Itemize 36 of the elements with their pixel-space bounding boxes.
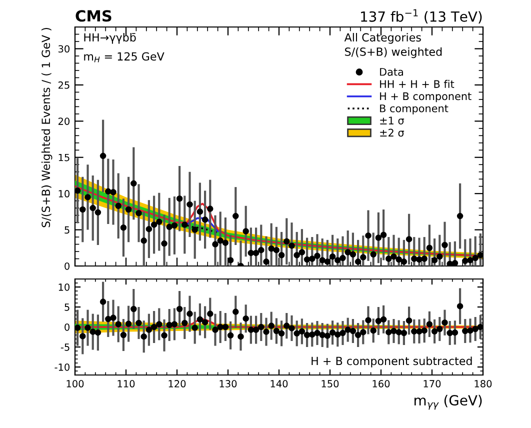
legend-label: ±2 σ <box>380 128 404 137</box>
y-tick-label: -5 <box>60 344 70 351</box>
x-axis-title: m$_{γγ}$ (GeV) <box>414 394 482 410</box>
chart-subtitle: 137 fb$^{−1}$ (13 TeV) <box>361 9 482 24</box>
x-tick-label: 130 <box>220 380 237 388</box>
legend-label: Data <box>380 68 403 76</box>
y-tick-label: 30 <box>58 45 70 53</box>
x-tick-label: 110 <box>118 380 135 388</box>
legend-label: H + B component <box>380 92 472 102</box>
legend-label: B component <box>380 104 448 114</box>
y-tick-label: 10 <box>58 283 70 291</box>
x-tick-label: 160 <box>372 380 390 388</box>
x-tick-label: 180 <box>474 380 492 388</box>
annotation: m$_{H}$ = 125 GeV <box>84 52 164 62</box>
y-tick-label: 0 <box>64 262 70 270</box>
x-tick-label: 100 <box>66 380 84 388</box>
annotation: S/(S+B) weighted <box>345 47 442 58</box>
y-tick-label: 20 <box>58 118 70 125</box>
x-tick-label: 150 <box>322 380 339 388</box>
y-tick-label: 10 <box>58 190 70 198</box>
y-tick-label: 0 <box>64 323 70 331</box>
y-tick-label: 5 <box>64 226 70 234</box>
y-axis-title: S/(S+B) Weighted Events / ( 1 GeV ) <box>41 28 52 228</box>
x-tick-label: 140 <box>270 380 288 388</box>
annotation: H + B component subtracted <box>312 356 472 368</box>
y-tick-label: 25 <box>58 81 70 89</box>
chart-title: CMS <box>76 10 112 22</box>
y-tick-label: 15 <box>58 154 70 162</box>
x-tick-label: 120 <box>168 380 186 388</box>
legend-label: ±1 σ <box>380 116 404 124</box>
y-tick-label: -10 <box>54 363 70 371</box>
annotation: HH→γγbb̄ <box>84 32 136 44</box>
x-tick-label: 170 <box>424 380 441 388</box>
annotation: All Categories <box>344 32 421 44</box>
y-tick-label: 5 <box>64 304 70 311</box>
legend-label: HH + H + B fit <box>380 80 454 88</box>
